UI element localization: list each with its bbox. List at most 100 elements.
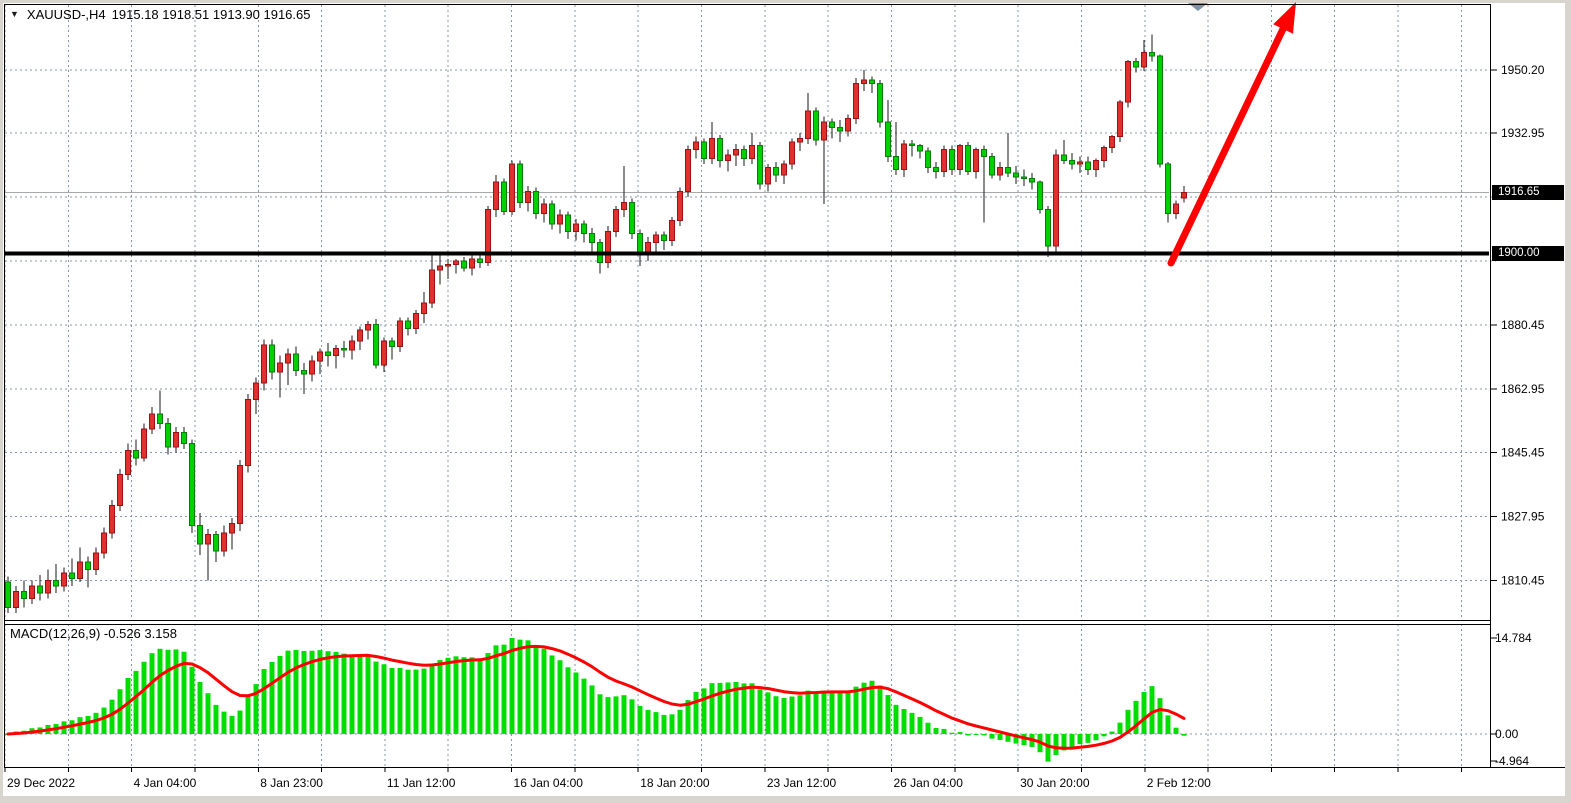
bull-candle (173, 431, 179, 448)
macd-histogram-bar (517, 639, 523, 734)
bear-candle (701, 141, 707, 160)
bull-candle (1053, 154, 1059, 247)
price-axis-label: 1932.95 (1501, 126, 1545, 140)
chart-title: ▼ XAUUSD-,H4 1915.18 1918.51 1913.90 191… (10, 7, 310, 22)
bear-candle (1085, 161, 1091, 170)
macd-histogram-bar (301, 650, 307, 734)
bear-candle (813, 110, 819, 141)
bear-candle (893, 156, 899, 170)
trend-arrow-head[interactable] (1273, 2, 1296, 34)
macd-histogram-bar (565, 667, 571, 734)
macd-histogram-bar (981, 734, 987, 736)
macd-histogram-bar (853, 686, 859, 734)
bear-candle (925, 150, 931, 169)
time-axis-label: 11 Jan 12:00 (387, 776, 456, 790)
trend-arrow-shaft[interactable] (1167, 25, 1287, 267)
macd-histogram-bar (533, 645, 539, 734)
macd-histogram-bar (285, 650, 291, 734)
bear-candle (629, 201, 635, 234)
price-axis-label: 1862.95 (1501, 382, 1545, 396)
macd-histogram-bar (389, 668, 395, 734)
bear-candle (1061, 154, 1067, 161)
macd-histogram-bar (709, 683, 715, 734)
bull-candle (621, 201, 627, 211)
bear-candle (37, 585, 43, 594)
macd-histogram-bar (933, 728, 939, 734)
macd-histogram-bar (453, 656, 459, 734)
macd-histogram-bar (205, 693, 211, 734)
bear-candle (133, 450, 139, 459)
bull-candle (941, 148, 947, 172)
bear-candle (461, 260, 467, 269)
bull-candle (13, 590, 19, 609)
macd-histogram-bar (917, 716, 923, 734)
bull-candle (261, 344, 267, 384)
bull-candle (125, 450, 131, 475)
bull-candle (765, 167, 771, 185)
bull-candle (725, 154, 731, 161)
macd-histogram-bar (605, 697, 611, 734)
macd-histogram-bar (949, 732, 955, 734)
bull-candle (1101, 147, 1107, 161)
bull-candle (1141, 52, 1147, 68)
macd-histogram-bar (397, 667, 403, 734)
macd-histogram-bar (109, 699, 115, 734)
macd-histogram-bar (1069, 734, 1075, 748)
bull-candle (749, 145, 755, 160)
bull-candle (1181, 192, 1187, 199)
bull-candle (573, 223, 579, 233)
bull-candle (77, 561, 83, 580)
macd-histogram-bar (213, 704, 219, 734)
bull-candle (429, 269, 435, 304)
macd-histogram-bar (325, 651, 331, 734)
bull-candle (445, 263, 451, 267)
bear-candle (293, 353, 299, 371)
bear-candle (829, 121, 835, 128)
macd-histogram-bar (181, 651, 187, 734)
bull-candle (365, 324, 371, 331)
macd-histogram-bar (405, 669, 411, 734)
macd-indicator-label: MACD(12,26,9) -0.526 3.158 (10, 626, 177, 641)
macd-histogram-bar (1165, 715, 1171, 734)
time-axis-label: 8 Jan 23:00 (260, 776, 323, 790)
macd-histogram-bar (189, 666, 195, 734)
bear-candle (21, 590, 27, 600)
macd-histogram-bar (501, 644, 507, 734)
bear-candle (341, 347, 347, 351)
bull-candle (421, 302, 427, 315)
bull-candle (1093, 159, 1099, 170)
macd-histogram-bar (749, 683, 755, 734)
macd-histogram-bar (357, 654, 363, 734)
macd-histogram-bar (829, 690, 835, 734)
bear-candle (989, 156, 995, 176)
bear-candle (405, 320, 411, 329)
macd-axis-label: -4.964 (1495, 754, 1529, 768)
macd-histogram-bar (869, 680, 875, 734)
bear-candle (1165, 163, 1171, 214)
macd-histogram-bar (269, 661, 275, 734)
bull-candle (485, 209, 491, 264)
bull-candle (861, 79, 867, 85)
macd-histogram-bar (613, 696, 619, 734)
bull-candle (469, 258, 475, 269)
bull-candle (669, 220, 675, 242)
bull-candle (525, 190, 531, 203)
macd-histogram-bar (973, 734, 979, 735)
macd-histogram-bar (909, 712, 915, 734)
macd-axis-label: 14.784 (1495, 631, 1532, 645)
macd-histogram-bar (989, 734, 995, 739)
bear-candle (373, 324, 379, 366)
bull-candle (693, 141, 699, 150)
bear-candle (1005, 167, 1011, 174)
symbol-dropdown-icon[interactable]: ▼ (10, 9, 19, 19)
bull-candle (653, 234, 659, 244)
bull-candle (509, 163, 515, 212)
macd-histogram-bar (309, 650, 315, 734)
bear-candle (517, 163, 523, 203)
macd-histogram-bar (885, 695, 891, 734)
bear-candle (181, 431, 187, 444)
bull-candle (413, 313, 419, 329)
macd-histogram-bar (669, 714, 675, 734)
macd-histogram-bar (125, 677, 131, 734)
